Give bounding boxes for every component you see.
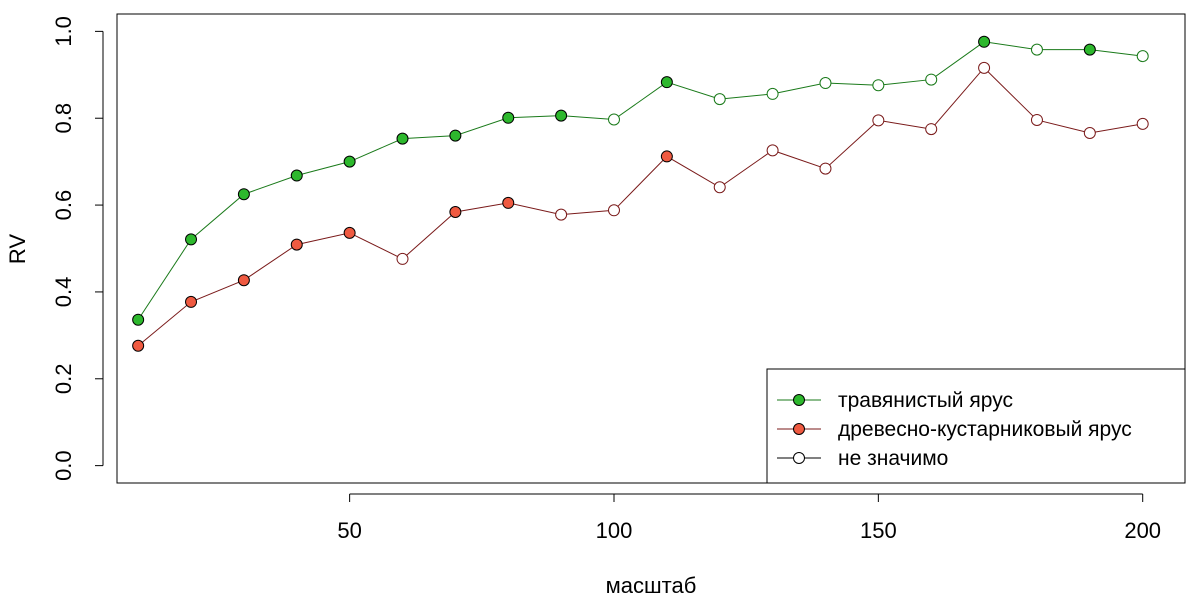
data-point: [660, 150, 673, 163]
legend: травянистый ярус древесно-кустарниковый я…: [766, 368, 1186, 484]
data-point: [185, 295, 198, 308]
data-point: [555, 109, 568, 122]
legend-item: не значимо: [777, 447, 948, 470]
data-point-not-significant: [819, 77, 832, 90]
series-line: [137, 41, 1143, 320]
data-point: [132, 313, 145, 326]
data-point: [185, 233, 198, 246]
y-tick-label: 0.0: [51, 450, 76, 481]
x-tick-label: 50: [337, 518, 361, 543]
data-point: [449, 129, 462, 142]
series-2: [132, 61, 1149, 352]
data-point-not-significant: [872, 114, 885, 127]
x-tick-label: 150: [860, 518, 897, 543]
data-point-not-significant: [1030, 113, 1043, 126]
y-tick-label: 0.8: [51, 103, 76, 134]
data-point: [290, 169, 303, 182]
data-point-not-significant: [1136, 50, 1149, 63]
y-tick-label: 0.2: [51, 363, 76, 394]
x-tick-label: 100: [596, 518, 633, 543]
data-point: [502, 196, 515, 209]
data-point-not-significant: [1136, 117, 1149, 130]
legend-label: травянистый ярус: [838, 389, 1013, 412]
data-point: [502, 111, 515, 124]
series-line: [137, 67, 1143, 347]
legend-box: [766, 368, 1186, 484]
legend-marker: [793, 394, 805, 406]
data-point-not-significant: [607, 204, 620, 217]
y-axis-label: RV: [5, 234, 30, 264]
data-point: [132, 339, 145, 352]
series-1: [132, 35, 1149, 326]
data-point-not-significant: [872, 79, 885, 92]
data-point: [343, 226, 356, 239]
legend-label: не значимо: [838, 447, 948, 470]
y-tick-label: 0.6: [51, 190, 76, 221]
data-point-not-significant: [925, 123, 938, 136]
data-point-not-significant: [1083, 126, 1096, 139]
y-tick-label: 1.0: [51, 16, 76, 47]
x-axis-label: масштаб: [606, 573, 697, 598]
data-point-not-significant: [1030, 43, 1043, 56]
data-point: [660, 76, 673, 89]
legend-item: травянистый ярус: [777, 389, 1013, 412]
legend-label: древесно-кустарниковый ярус: [838, 418, 1132, 441]
data-point-not-significant: [766, 87, 779, 100]
data-point: [237, 188, 250, 201]
legend-marker: [793, 423, 805, 435]
data-point-not-significant: [978, 61, 991, 74]
series-layer: [132, 35, 1149, 352]
x-axis: 50 100 150 200: [337, 493, 1161, 543]
data-point-not-significant: [925, 73, 938, 86]
data-point-not-significant: [396, 252, 409, 265]
data-point: [290, 238, 303, 251]
plot-frame: [116, 13, 1186, 484]
x-tick-label: 200: [1124, 518, 1161, 543]
legend-marker: [793, 452, 805, 464]
data-point: [978, 35, 991, 48]
data-point: [343, 155, 356, 168]
data-point: [1083, 43, 1096, 56]
data-point-not-significant: [555, 208, 568, 221]
data-point-not-significant: [713, 181, 726, 194]
data-point: [449, 206, 462, 219]
data-point: [237, 274, 250, 287]
y-tick-label: 0.4: [51, 277, 76, 308]
data-point-not-significant: [713, 93, 726, 106]
legend-item: древесно-кустарниковый ярус: [777, 418, 1132, 441]
data-point: [396, 132, 409, 145]
data-point-not-significant: [607, 113, 620, 126]
data-point-not-significant: [766, 144, 779, 157]
y-axis: 0.0 0.2 0.4 0.6 0.8 1.0: [51, 16, 104, 481]
data-point-not-significant: [819, 162, 832, 175]
